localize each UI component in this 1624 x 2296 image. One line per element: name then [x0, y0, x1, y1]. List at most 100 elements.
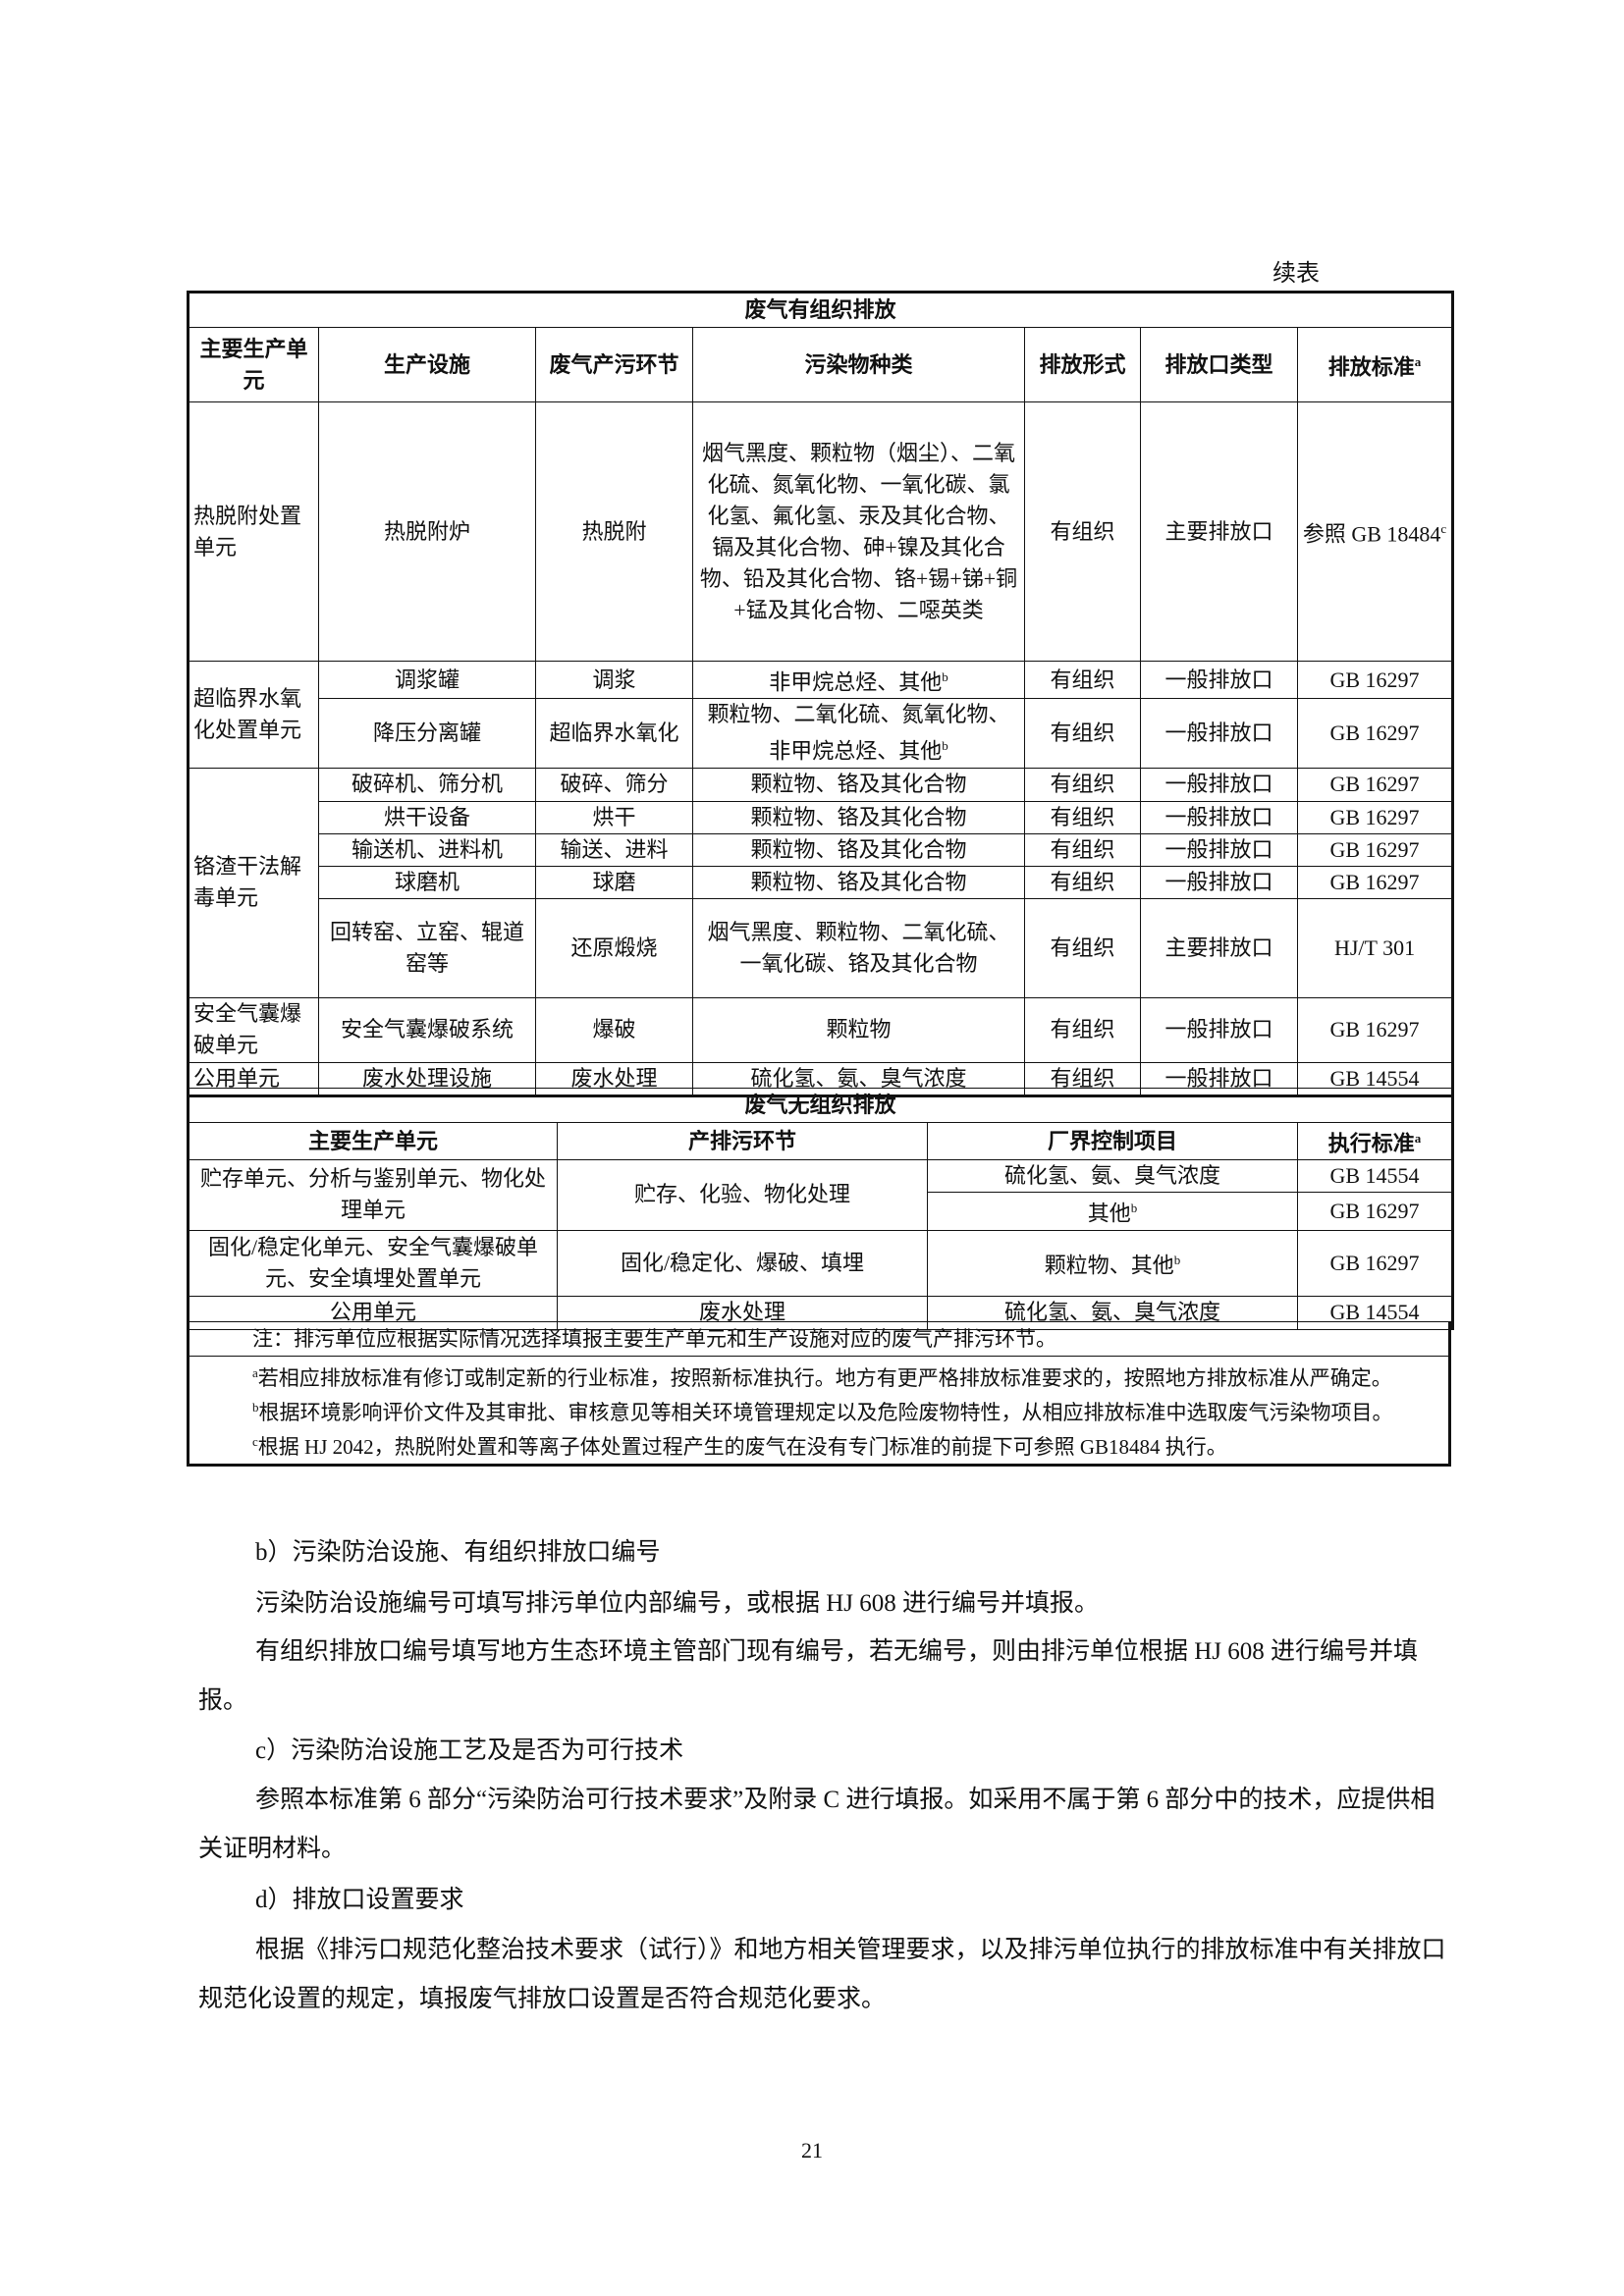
footnote-c: c根据 HJ 2042，热脱附处置和等离子体处置过程产生的废气在没有专门标准的前… — [252, 1427, 1442, 1462]
form-cell: 有组织 — [1024, 800, 1141, 834]
header-cell: 厂界控制项目 — [927, 1121, 1298, 1161]
table-notes: 注：排污单位应根据实际情况选择填报主要生产单元和生产设施对应的废气产排污环节。 … — [187, 1321, 1451, 1467]
table-row: 超临界水氧化处置单元 调浆罐 调浆 非甲烷总烃、其他b 有组织 一般排放口 GB… — [188, 660, 1454, 769]
item-cell: 颗粒物、其他b — [927, 1229, 1298, 1297]
stage-cell: 固化/稳定化、爆破、填埋 — [557, 1229, 928, 1297]
footnotes: a若相应排放标准有修订或制定新的行业标准，按照新标准执行。地方有更严格排放标准要… — [188, 1356, 1450, 1466]
facility-cell: 废水处理设施 — [318, 1061, 536, 1096]
organized-emission-table: 废气有组织排放 主要生产单元 生产设施 废气产污环节 污染物种类 排放形式 排放… — [187, 291, 1455, 1097]
stage-cell: 热脱附 — [535, 401, 693, 662]
footnote-text: 若相应排放标准有修订或制定新的行业标准，按照新标准执行。地方有更严格排放标准要求… — [257, 1366, 1392, 1390]
stage-cell: 爆破 — [535, 996, 693, 1063]
header-cell: 主要生产单元 — [188, 1121, 558, 1161]
table-row: 热脱附处置单元 热脱附炉 热脱附 烟气黑度、颗粒物（烟尘）、二氧化硫、氮氧化物、… — [188, 401, 1454, 662]
footnote-mark: c — [252, 1434, 258, 1449]
pollutants-text: 颗粒物、二氧化硫、氮氧化物、非甲烷总烃、其他 — [707, 702, 1010, 764]
outlet-cell: 主要排放口 — [1140, 401, 1298, 662]
facility-cell: 输送机、进料机 — [318, 832, 536, 867]
outlet-cell: 一般排放口 — [1140, 832, 1298, 867]
paragraph: 污染防治设施编号可填写排污单位内部编号，或根据 HJ 608 进行编号并填报。 — [255, 1590, 1100, 1617]
standard-cell: GB 16297 — [1296, 1192, 1454, 1231]
pollutants-cell: 烟气黑度、颗粒物（烟尘）、二氧化硫、氮氧化物、一氧化碳、氯化氢、氟化氢、汞及其化… — [692, 401, 1025, 662]
stage-cell: 输送、进料 — [535, 832, 693, 867]
page-number: 21 — [801, 2138, 823, 2163]
pollutants-cell: 烟气黑度、颗粒物、二氧化硫、一氧化碳、铬及其化合物 — [692, 897, 1025, 998]
header-cell: 生产设施 — [318, 327, 536, 402]
item-cell: 其他b — [927, 1192, 1298, 1231]
footnote-text: 根据 HJ 2042，热脱附处置和等离子体处置过程产生的废气在没有专门标准的前提… — [257, 1435, 1227, 1459]
stage-cell: 贮存、化验、物化处理 — [557, 1159, 928, 1231]
footnote-b: b根据环境影响评价文件及其审批、审核意见等相关环境管理规定以及危险废物特性，从相… — [252, 1393, 1442, 1427]
header-cell: 污染物种类 — [692, 327, 1025, 402]
form-cell: 有组织 — [1024, 767, 1141, 802]
item-text: 其他 — [1087, 1201, 1131, 1226]
table-row: 降压分离罐 超临界水氧化 颗粒物、二氧化硫、氮氧化物、非甲烷总烃、其他b 有组织… — [189, 698, 1454, 769]
form-cell: 有组织 — [1024, 660, 1141, 700]
standard-text: 参照 GB 18484 — [1302, 521, 1441, 547]
footnote-text: 根据环境影响评价文件及其审批、审核意见等相关环境管理规定以及危险废物特性，从相应… — [258, 1401, 1393, 1424]
table-row: 输送机、进料机 输送、进料 颗粒物、铬及其化合物 有组织 一般排放口 GB 16… — [189, 832, 1454, 867]
standard-cell: GB 16297 — [1296, 660, 1454, 700]
paragraph: 根据《排污口规范化整治技术要求（试行）》和地方相关管理要求，以及排污单位执行的排… — [198, 1937, 1446, 2012]
table-row: 烘干设备 烘干 颗粒物、铬及其化合物 有组织 一般排放口 GB 16297 — [189, 800, 1454, 834]
outlet-cell: 一般排放口 — [1140, 800, 1298, 834]
table-row: 回转窑、立窑、辊道窑等 还原煅烧 烟气黑度、颗粒物、二氧化硫、一氧化碳、铬及其化… — [189, 897, 1454, 998]
header-cell: 排放形式 — [1024, 327, 1141, 402]
outlet-cell: 一般排放口 — [1140, 865, 1298, 899]
facility-cell: 回转窑、立窑、辊道窑等 — [318, 897, 536, 998]
facility-cell: 调浆罐 — [318, 660, 536, 700]
header-text: 排放标准 — [1327, 354, 1415, 380]
section-title: 废气无组织排放 — [187, 1088, 1454, 1123]
outlet-cell: 一般排放口 — [1140, 996, 1298, 1063]
footnote-mark: b — [942, 738, 948, 754]
pollutants-cell: 颗粒物、铬及其化合物 — [692, 832, 1025, 867]
form-cell: 有组织 — [1024, 897, 1141, 998]
stage-cell: 还原煅烧 — [535, 897, 693, 998]
section-heading-d: d）排放口设置要求 — [255, 1887, 464, 1913]
unit-cell: 贮存单元、分析与鉴别单元、物化处理单元 — [188, 1159, 558, 1231]
pollutants-cell: 颗粒物、铬及其化合物 — [692, 800, 1025, 834]
pollutants-cell: 颗粒物、铬及其化合物 — [692, 767, 1025, 802]
section-heading-c: c）污染防治设施工艺及是否为可行技术 — [255, 1737, 684, 1764]
table-row: 铬渣干法解毒单元 破碎机、筛分机 破碎、筛分 颗粒物、铬及其化合物 有组织 一般… — [188, 767, 1454, 998]
standard-cell: GB 16297 — [1296, 865, 1454, 899]
footnote-mark: b — [252, 1400, 259, 1415]
facility-cell: 降压分离罐 — [318, 698, 536, 769]
standard-cell: GB 16297 — [1296, 698, 1454, 769]
item-text: 颗粒物、其他 — [1044, 1253, 1174, 1278]
paragraph: 参照本标准第 6 部分“污染防治可行技术要求”及附录 C 进行填报。如采用不属于… — [198, 1787, 1435, 1862]
outlet-cell: 主要排放口 — [1140, 897, 1298, 998]
paragraph: 有组织排放口编号填写地方生态环境主管部门现有编号，若无编号，则由排污单位根据 H… — [198, 1638, 1419, 1714]
stage-cell: 调浆 — [535, 660, 693, 700]
facility-cell: 烘干设备 — [318, 800, 536, 834]
footnote-mark: a — [252, 1365, 258, 1380]
header-cell: 主要生产单元 — [188, 327, 319, 402]
form-cell: 有组织 — [1024, 401, 1141, 662]
section-heading-b: b）污染防治设施、有组织排放口编号 — [255, 1539, 661, 1566]
stage-cell: 球磨 — [535, 865, 693, 899]
footnote-mark: a — [1414, 353, 1422, 369]
continued-label: 续表 — [1272, 261, 1320, 287]
header-cell: 产排污环节 — [557, 1121, 928, 1161]
standard-cell: GB 16297 — [1296, 996, 1454, 1063]
standard-cell: GB 16297 — [1296, 767, 1454, 802]
pollutants-cell: 颗粒物 — [692, 996, 1025, 1063]
form-cell: 有组织 — [1024, 865, 1141, 899]
outlet-cell: 一般排放口 — [1140, 660, 1298, 700]
note: 注：排污单位应根据实际情况选择填报主要生产单元和生产设施对应的废气产排污环节。 — [188, 1321, 1450, 1357]
table-row: 安全气囊爆破单元 安全气囊爆破系统 爆破 颗粒物 有组织 一般排放口 GB 16… — [188, 996, 1454, 1063]
table-header: 主要生产单元 生产设施 废气产污环节 污染物种类 排放形式 排放口类型 排放标准… — [188, 327, 1454, 402]
footnote-mark: b — [1173, 1252, 1181, 1267]
outlet-cell: 一般排放口 — [1140, 767, 1298, 802]
stage-cell: 烘干 — [535, 800, 693, 834]
item-cell: 硫化氢、氨、臭气浓度 — [927, 1159, 1298, 1194]
standard-cell: GB 16297 — [1296, 832, 1454, 867]
stage-cell: 超临界水氧化 — [535, 698, 693, 769]
table-row: 固化/稳定化单元、安全气囊爆破单元、安全填埋处置单元 固化/稳定化、爆破、填埋 … — [188, 1229, 1454, 1297]
table-row: 贮存单元、分析与鉴别单元、物化处理单元 贮存、化验、物化处理 硫化氢、氨、臭气浓… — [188, 1159, 1454, 1231]
table-header: 主要生产单元 产排污环节 厂界控制项目 执行标准a — [188, 1121, 1454, 1161]
footnote-a: a若相应排放标准有修订或制定新的行业标准，按照新标准执行。地方有更严格排放标准要… — [252, 1359, 1442, 1393]
fugitive-emission-table: 废气无组织排放 主要生产单元 产排污环节 厂界控制项目 执行标准a 贮存单元、分… — [187, 1088, 1455, 1330]
unit-cell: 固化/稳定化单元、安全气囊爆破单元、安全填埋处置单元 — [188, 1229, 558, 1297]
unit-cell: 热脱附处置单元 — [188, 401, 319, 662]
